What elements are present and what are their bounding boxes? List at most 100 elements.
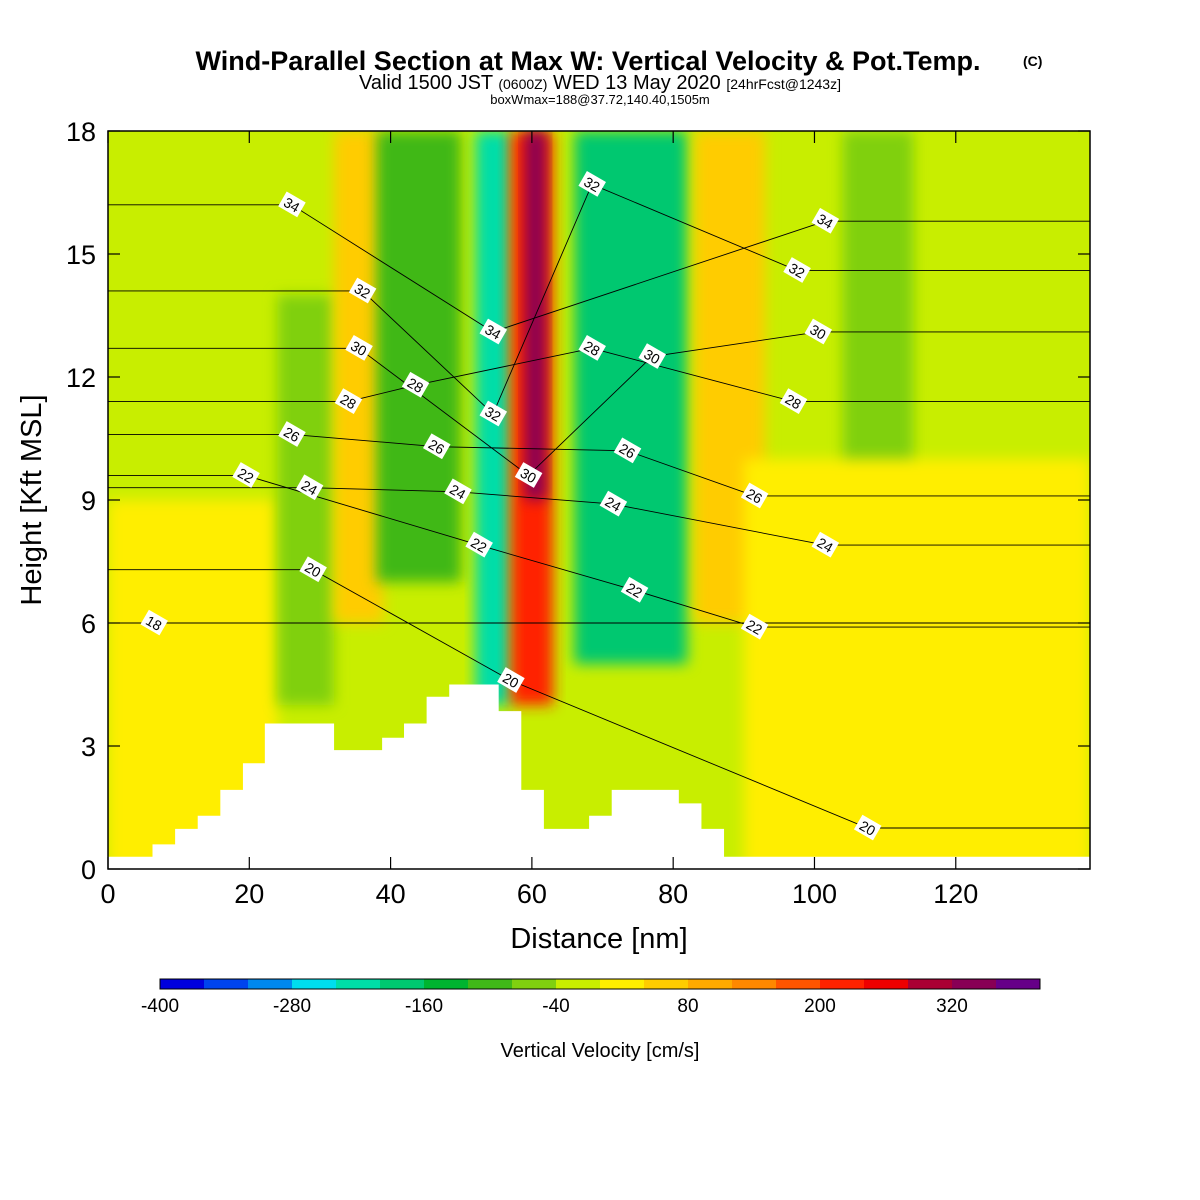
axis-ticks [107,130,1090,870]
contour-label-text: 30 [807,321,829,343]
contour-label-text: 30 [641,346,663,368]
velocity-band [334,131,384,623]
contour-label-text: 34 [482,321,504,343]
colorbar [159,978,1041,990]
colorbar-swatch [996,979,1041,989]
x-tick-label: 40 [376,879,406,909]
contour-label-text: 32 [352,280,374,302]
colorbar-tick-label: -40 [542,996,569,1017]
contour-label-text: 28 [581,337,603,359]
forecast-info: [24hrFcst@1243z] [726,76,841,92]
colorbar-tick-label: -160 [405,996,443,1017]
contour-label: 20 [853,814,882,841]
contour-label-text: 32 [786,260,808,282]
colorbar-swatch [160,979,205,989]
contour-label: 26 [740,482,769,509]
contour-label: 32 [479,400,508,427]
axis-tick-labels: 0 20 40 60 80 100 120 0 3 6 9 12 15 18 [66,117,978,909]
contour-label: 20 [497,667,525,693]
contour-labels: 34 32 30 28 26 24 22 20 18 28 26 24 22 20 34 32 30 32 28 30… [140,171,882,841]
colorbar-tick-label: 320 [936,996,968,1017]
colorbar-labels: -400 -280 -160 -40 80 200 320 [141,996,968,1017]
velocity-band [574,131,688,664]
contour-label-text: 22 [235,465,257,487]
x-tick-label: 120 [933,879,978,909]
colorbar-swatch [468,979,513,989]
contour-label: 24 [295,474,324,501]
contour-label: 24 [811,531,840,558]
x-tick-label: 100 [792,879,837,909]
x-tick-label: 20 [234,879,264,909]
contour-label: 34 [278,191,306,218]
contour-label: 28 [334,388,363,415]
y-tick-label: 9 [81,486,96,516]
colorbar-swatch [952,979,997,989]
contour-label: 26 [613,437,642,464]
theta-isoline [108,331,1090,476]
x-tick-label: 60 [517,879,547,909]
theta-isoline [108,487,1090,546]
contour-label: 20 [299,556,327,583]
contour-label-text: 30 [518,465,540,487]
contour-label-text: 26 [744,485,766,507]
contour-label: 34 [811,207,840,234]
contour-label: 22 [740,613,769,640]
colorbar-swatch [424,979,469,989]
x-tick-label: 80 [658,879,688,909]
contour-label: 30 [345,335,373,361]
contour-label-text: 34 [814,210,836,232]
colorbar-swatch [380,979,425,989]
contour-label-text: 32 [581,173,603,195]
valid-time-line: Valid 1500 JST (0600Z) WED 13 May 2020 [… [359,72,841,94]
contour-label-text: 24 [814,534,836,556]
theta-isoline [108,183,1090,415]
colorbar-tick-label: -280 [273,996,311,1017]
colorbar-swatch [336,979,381,989]
velocity-band [743,459,1090,869]
contour-label-text: 24 [602,493,624,515]
contour-label: 28 [779,388,808,415]
colorbar-swatch [248,979,293,989]
contour-label-text: 18 [143,612,165,634]
colorbar-swatch [908,979,953,989]
colorbar-swatch [820,979,865,989]
colorbar-swatch [644,979,689,989]
velocity-band [842,131,914,500]
contour-label-text: 28 [337,391,359,413]
contour-label-text: 24 [299,477,321,499]
y-tick-label: 18 [66,117,96,147]
contour-label-text: 28 [405,374,427,396]
contour-label: 22 [232,462,260,488]
contour-label-text: 34 [281,194,303,216]
valid-prefix: Valid 1500 JST [359,72,493,94]
contour-label-text: 32 [482,403,504,425]
colorbar-swatch [512,979,557,989]
colorbar-swatch [864,979,909,989]
contour-label-text: 22 [468,534,490,556]
contour-label: 26 [278,421,306,447]
contour-label: 22 [465,531,493,558]
chart-title: Wind-Parallel Section at Max W: Vertical… [196,46,981,76]
contour-label: 32 [348,277,377,304]
y-tick-label: 15 [66,240,96,270]
y-axis-title: Height [Kft MSL] [16,394,48,605]
colorbar-swatch [688,979,733,989]
x-axis-title: Distance [nm] [510,923,687,955]
theta-isoline [108,433,1090,497]
contour-label: 30 [638,343,667,369]
colorbar-title: Vertical Velocity [cm/s] [501,1040,700,1062]
contour-label: 28 [401,371,430,398]
colorbar-frame [159,978,1041,990]
colorbar-swatch [732,979,777,989]
contour-label-text: 20 [302,559,324,581]
contour-label-text: 26 [617,440,639,462]
y-tick-label: 12 [66,363,96,393]
contour-label-text: 24 [447,481,469,503]
colorbar-swatch [204,979,249,989]
contour-label-text: 26 [426,436,448,458]
colorbar-swatch [292,979,337,989]
contour-label: 28 [578,335,606,361]
contour-label: 34 [479,318,508,345]
contour-label-text: 26 [281,424,303,446]
box-info: boxWmax=188@37.72,140.40,1505m [490,92,710,107]
